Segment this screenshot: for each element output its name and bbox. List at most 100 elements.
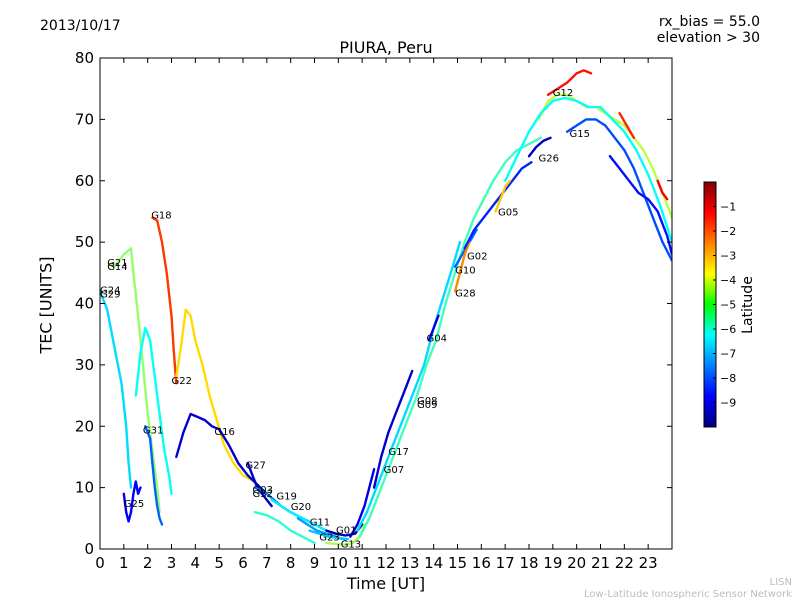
prn-label: G28 — [455, 289, 475, 300]
prn-label: G05 — [498, 207, 518, 218]
series-G20 — [270, 498, 328, 532]
series-G17 — [372, 369, 414, 489]
x-tick-label: 17 — [496, 554, 515, 572]
y-tick-label: 70 — [75, 110, 94, 128]
series-G21 — [108, 247, 161, 514]
series-G29 — [100, 290, 133, 489]
prn-label: G13 — [341, 540, 361, 551]
x-tick-label: 3 — [167, 554, 177, 572]
series-G04 — [427, 314, 440, 342]
x-tick-label: 20 — [567, 554, 586, 572]
prn-label: G17 — [388, 447, 408, 458]
x-tick-label: 23 — [639, 554, 658, 572]
prn-label: G32 — [253, 489, 273, 500]
series-G25 — [122, 480, 142, 523]
colorbar-tick-label: −4 — [720, 274, 736, 287]
x-tick-label: 12 — [376, 554, 395, 572]
prn-label: G21 — [107, 258, 127, 269]
colorbar-tick-label: −7 — [720, 348, 736, 361]
colorbar-tick-label: −6 — [720, 323, 736, 336]
prn-label: G03 — [253, 485, 273, 496]
series-G33 — [608, 155, 672, 256]
prn-label: G11 — [310, 517, 330, 528]
series-G24 — [504, 96, 672, 244]
prn-label: G22 — [172, 376, 192, 387]
prn-label: G24 — [100, 285, 120, 296]
chart-title: PIURA, Peru — [339, 38, 433, 57]
prn-label: G25 — [124, 499, 144, 510]
x-tick-label: 6 — [238, 554, 248, 572]
x-tick-label: 8 — [286, 554, 296, 572]
colorbar-tick-label: −8 — [720, 372, 736, 385]
x-tick-label: 13 — [400, 554, 419, 572]
series-G14 — [134, 326, 173, 495]
x-tick-label: 10 — [329, 554, 348, 572]
prn-label: G08 — [417, 396, 437, 407]
x-tick-label: 18 — [519, 554, 538, 572]
prn-label: G09 — [417, 400, 437, 411]
y-tick-label: 80 — [75, 49, 94, 67]
colorbar-tick-label: −1 — [720, 201, 736, 214]
prn-label: G20 — [291, 502, 311, 513]
series-G12 — [546, 69, 593, 96]
series-layer — [100, 69, 672, 546]
x-tick-label: 21 — [591, 554, 610, 572]
x-tick-label: 0 — [95, 554, 105, 572]
prn-label: G31 — [143, 425, 163, 436]
series-G26 — [527, 136, 552, 158]
x-tick-label: 22 — [615, 554, 634, 572]
x-tick-label: 1 — [119, 554, 129, 572]
prn-label: G19 — [276, 492, 296, 503]
series-G22 — [175, 308, 257, 483]
prn-label: G23 — [319, 533, 339, 544]
colorbar-ticks: −1 −2 −3 −4 −5 −6 −7 −8 −9 — [713, 201, 736, 410]
prn-label: G29 — [100, 290, 120, 301]
colorbar-tick-label: −2 — [720, 225, 736, 238]
prn-label: G18 — [151, 211, 171, 222]
x-tick-label: 19 — [543, 554, 562, 572]
series-G05 — [494, 179, 512, 213]
y-tick-label: 0 — [84, 540, 94, 558]
colorbar-tick-label: −5 — [720, 299, 736, 312]
rx-bias-label: rx_bias = 55.0 — [658, 14, 760, 30]
elevation-label: elevation > 30 — [656, 30, 760, 46]
series-G23 — [308, 529, 350, 541]
y-tick-label: 30 — [75, 356, 94, 374]
x-tick-label: 15 — [448, 554, 467, 572]
series-G09 — [358, 136, 543, 538]
x-tick-label: 5 — [214, 554, 224, 572]
series-G08 — [356, 240, 462, 532]
x-tick-label: 14 — [424, 554, 443, 572]
x-axis-label: Time [UT] — [346, 574, 426, 593]
prn-label: G07 — [384, 465, 404, 476]
x-tick-label: 9 — [310, 554, 320, 572]
date-label: 2013/10/17 — [40, 18, 121, 34]
series-G07 — [349, 468, 376, 538]
series-G18 — [151, 216, 178, 385]
series-G30 — [618, 112, 636, 139]
prn-label: G16 — [214, 427, 234, 438]
series-G16 — [175, 412, 268, 495]
x-tick-label: 2 — [143, 554, 153, 572]
prn-label: G12 — [553, 88, 573, 99]
x-tick-label: 16 — [472, 554, 491, 572]
series-G28 — [453, 240, 471, 293]
footer-org-short: LISN — [769, 577, 792, 588]
footer-org-long: Low-Latitude Ionospheric Sensor Network — [584, 589, 792, 600]
prn-label: G10 — [455, 266, 475, 277]
prn-label: G14 — [107, 262, 127, 273]
x-tick-label: 11 — [353, 554, 372, 572]
prn-label: G02 — [467, 252, 487, 263]
prn-label: G01 — [336, 525, 356, 536]
series-G32 — [656, 179, 669, 201]
prn-label: G04 — [427, 333, 447, 344]
colorbar-tick-label: −9 — [720, 397, 736, 410]
y-tick-label: 10 — [75, 479, 94, 497]
y-tick-label: 50 — [75, 233, 94, 251]
y-tick-label: 20 — [75, 417, 94, 435]
prn-label: G27 — [245, 460, 265, 471]
series-G02 — [463, 161, 533, 250]
prn-label: G26 — [539, 153, 559, 164]
